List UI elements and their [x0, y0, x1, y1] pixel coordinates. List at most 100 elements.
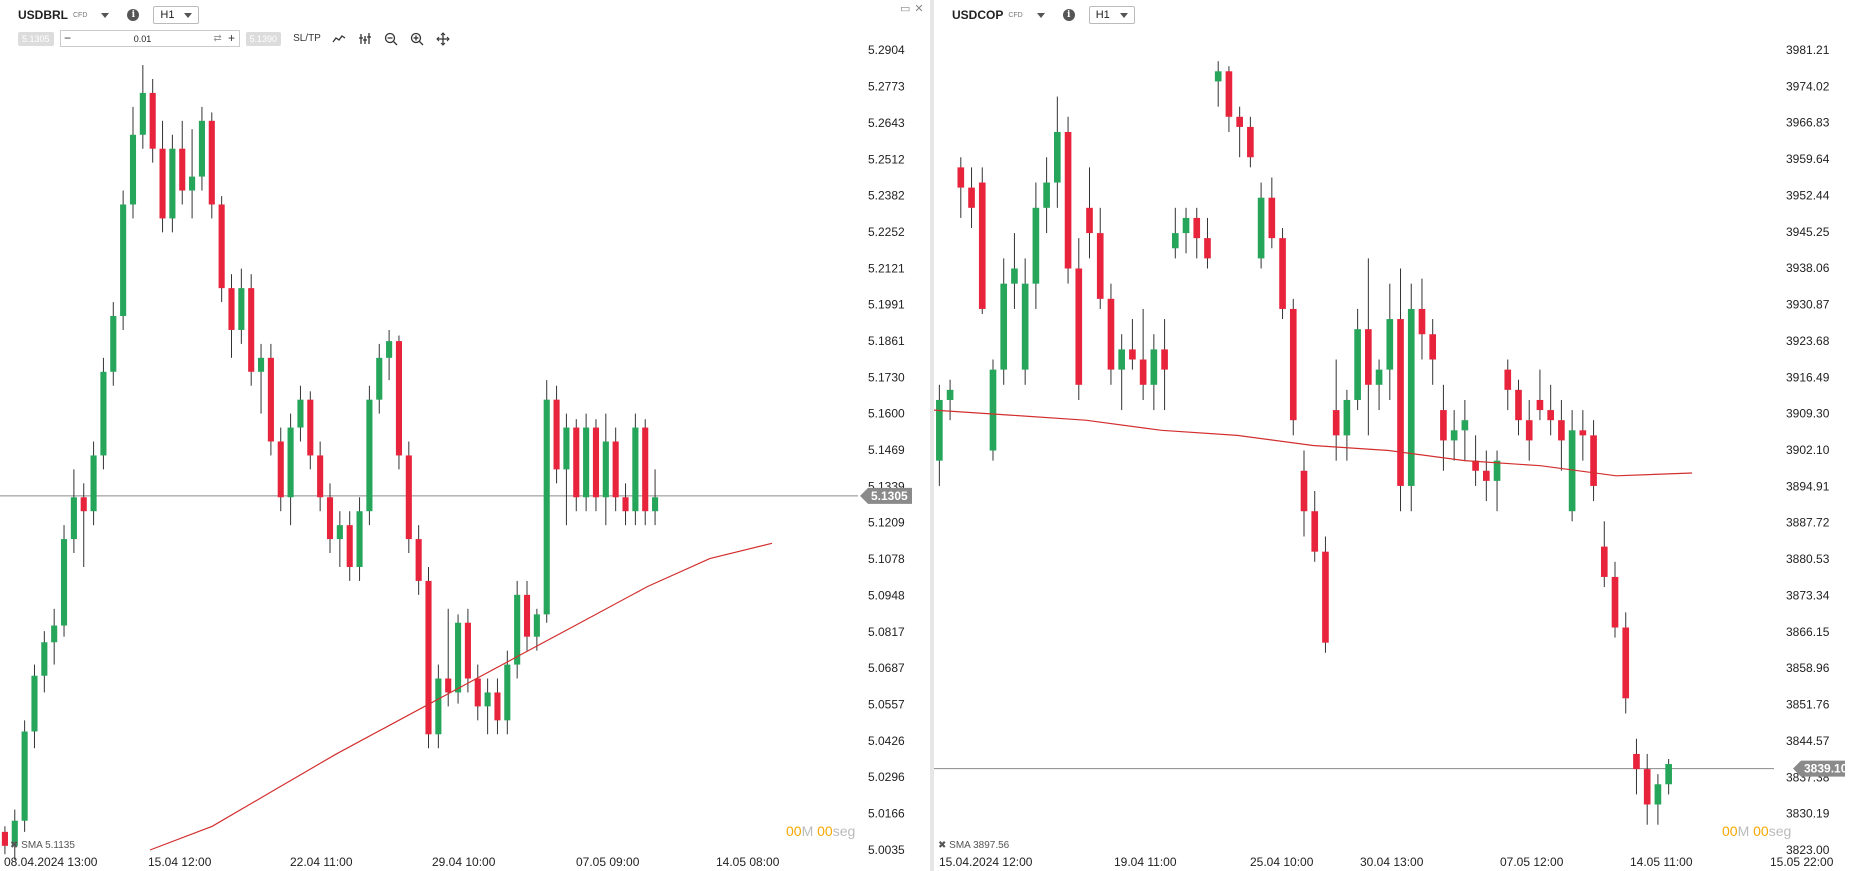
- candle: [386, 329, 393, 381]
- candle: [80, 483, 87, 567]
- candle-body: [1011, 268, 1018, 284]
- y-tick-label: 3909.30: [1786, 407, 1830, 421]
- candle: [1, 826, 8, 855]
- candle-body: [189, 176, 196, 191]
- timeframe-select[interactable]: H1: [1088, 6, 1135, 24]
- candle: [1515, 379, 1522, 436]
- y-tick-label: 5.0426: [868, 734, 905, 748]
- candle: [198, 106, 205, 191]
- candle-body: [1611, 576, 1619, 628]
- candle-body: [435, 678, 442, 735]
- y-tick-label: 3902.10: [1786, 443, 1830, 457]
- candle: [120, 190, 127, 330]
- crosshair-icon[interactable]: [435, 31, 451, 47]
- panel-divider[interactable]: [930, 0, 934, 871]
- y-tick-label: 3873.34: [1786, 588, 1830, 602]
- candle: [51, 608, 58, 665]
- candle: [1354, 308, 1361, 411]
- candle-body: [1214, 71, 1222, 82]
- candle-body: [21, 731, 28, 821]
- candle: [1579, 410, 1587, 461]
- candle-body: [1268, 197, 1276, 239]
- buy-price-chip[interactable]: 5.1390: [245, 31, 282, 46]
- increase-volume-button[interactable]: +: [228, 31, 236, 45]
- candle-body: [1332, 410, 1340, 436]
- candle: [514, 580, 521, 679]
- y-tick-label: 5.2904: [868, 43, 905, 57]
- timeframe-value: H1: [1095, 9, 1110, 21]
- candle-body: [1225, 71, 1233, 117]
- info-icon[interactable]: i: [1062, 9, 1075, 21]
- indicators-icon[interactable]: [357, 31, 373, 47]
- candle-body: [1171, 233, 1179, 249]
- candle-body: [978, 182, 986, 309]
- candle-body: [642, 427, 649, 512]
- candle: [1633, 738, 1640, 795]
- candle: [159, 120, 166, 233]
- candle: [1021, 258, 1029, 385]
- current-price-label: 5.1305: [871, 489, 908, 503]
- zoom-out-icon[interactable]: [383, 31, 399, 47]
- candle-body: [41, 642, 48, 676]
- candle-body: [484, 692, 491, 707]
- candle-body: [1493, 460, 1501, 481]
- y-tick-label: 3858.96: [1786, 661, 1830, 675]
- timeframe-select[interactable]: H1: [153, 6, 200, 24]
- symbol-dropdown-icon[interactable]: [101, 12, 110, 18]
- candle-body: [248, 288, 255, 372]
- candle-body: [159, 148, 166, 219]
- y-tick-label: 5.0557: [868, 697, 905, 711]
- maximize-icon[interactable]: ▭: [900, 3, 915, 15]
- swap-icon[interactable]: ⇄: [213, 33, 222, 44]
- y-tick-label: 3887.72: [1786, 516, 1830, 530]
- candle: [543, 380, 550, 623]
- x-tick-label: 07.05 12:00: [1500, 855, 1564, 869]
- volume-value[interactable]: 0.01: [133, 33, 152, 44]
- symbol-label[interactable]: USDCOP: [952, 8, 1004, 22]
- y-tick-label: 3974.02: [1786, 79, 1830, 93]
- decrease-volume-button[interactable]: −: [64, 31, 72, 45]
- chart-panel-usdcop[interactable]: 3981.21 3974.02 3966.83 3959.64 3952.44 3945.…: [934, 0, 1855, 871]
- candle-body: [1043, 182, 1050, 208]
- x-tick-label: 22.04 11:00: [290, 855, 353, 869]
- y-tick-label: 5.0817: [868, 625, 905, 639]
- instrument-type-badge: CFD: [1008, 11, 1023, 19]
- candle-body: [366, 399, 373, 512]
- candle: [1171, 207, 1179, 259]
- candle: [425, 566, 432, 749]
- candle: [553, 385, 560, 484]
- sltp-button[interactable]: SL/TP: [293, 33, 321, 44]
- candle: [129, 106, 137, 219]
- y-tick-label: 3880.53: [1786, 552, 1830, 566]
- y-tick-label: 5.0948: [868, 588, 905, 602]
- sma-indicator-label[interactable]: ✖ SMA 3897.56: [938, 840, 1009, 851]
- timer-minutes: 00: [786, 823, 802, 839]
- info-icon[interactable]: i: [127, 9, 140, 21]
- y-tick-label: 3930.87: [1786, 298, 1830, 312]
- candle-body: [583, 427, 590, 498]
- price-chart-usdbrl[interactable]: 5.2904 5.2773 5.2643 5.2512 5.2382 5.2252 5.21…: [0, 0, 930, 871]
- symbol-label[interactable]: USDBRL: [18, 8, 68, 22]
- price-chart-usdcop[interactable]: 3981.21 3974.02 3966.83 3959.64 3952.44 3945.…: [934, 0, 1855, 871]
- chart-panel-usdbrl[interactable]: 5.2904 5.2773 5.2643 5.2512 5.2382 5.2252 5.21…: [0, 0, 930, 871]
- candle: [1214, 61, 1222, 107]
- sma-indicator-label[interactable]: ✖ SMA 5.1135: [10, 840, 75, 851]
- candle-body: [1386, 319, 1394, 370]
- volume-stepper[interactable]: − 0.01 ⇄ +: [59, 30, 240, 47]
- candle: [100, 357, 107, 470]
- candle: [652, 469, 659, 526]
- candle: [989, 359, 997, 461]
- candle: [1236, 106, 1243, 158]
- symbol-dropdown-icon[interactable]: [1036, 12, 1045, 18]
- close-icon[interactable]: ✕: [914, 3, 928, 15]
- candle: [1043, 157, 1050, 234]
- candle: [1440, 384, 1447, 471]
- candle: [366, 385, 373, 526]
- line-chart-icon[interactable]: [331, 31, 347, 47]
- x-tick-label: 14.05 08:00: [716, 855, 780, 869]
- candle-body: [1150, 349, 1158, 385]
- zoom-in-icon[interactable]: [409, 31, 425, 47]
- candle: [1397, 268, 1404, 512]
- timeframe-value: H1: [160, 9, 175, 21]
- sell-price-chip[interactable]: 5.1305: [18, 31, 54, 46]
